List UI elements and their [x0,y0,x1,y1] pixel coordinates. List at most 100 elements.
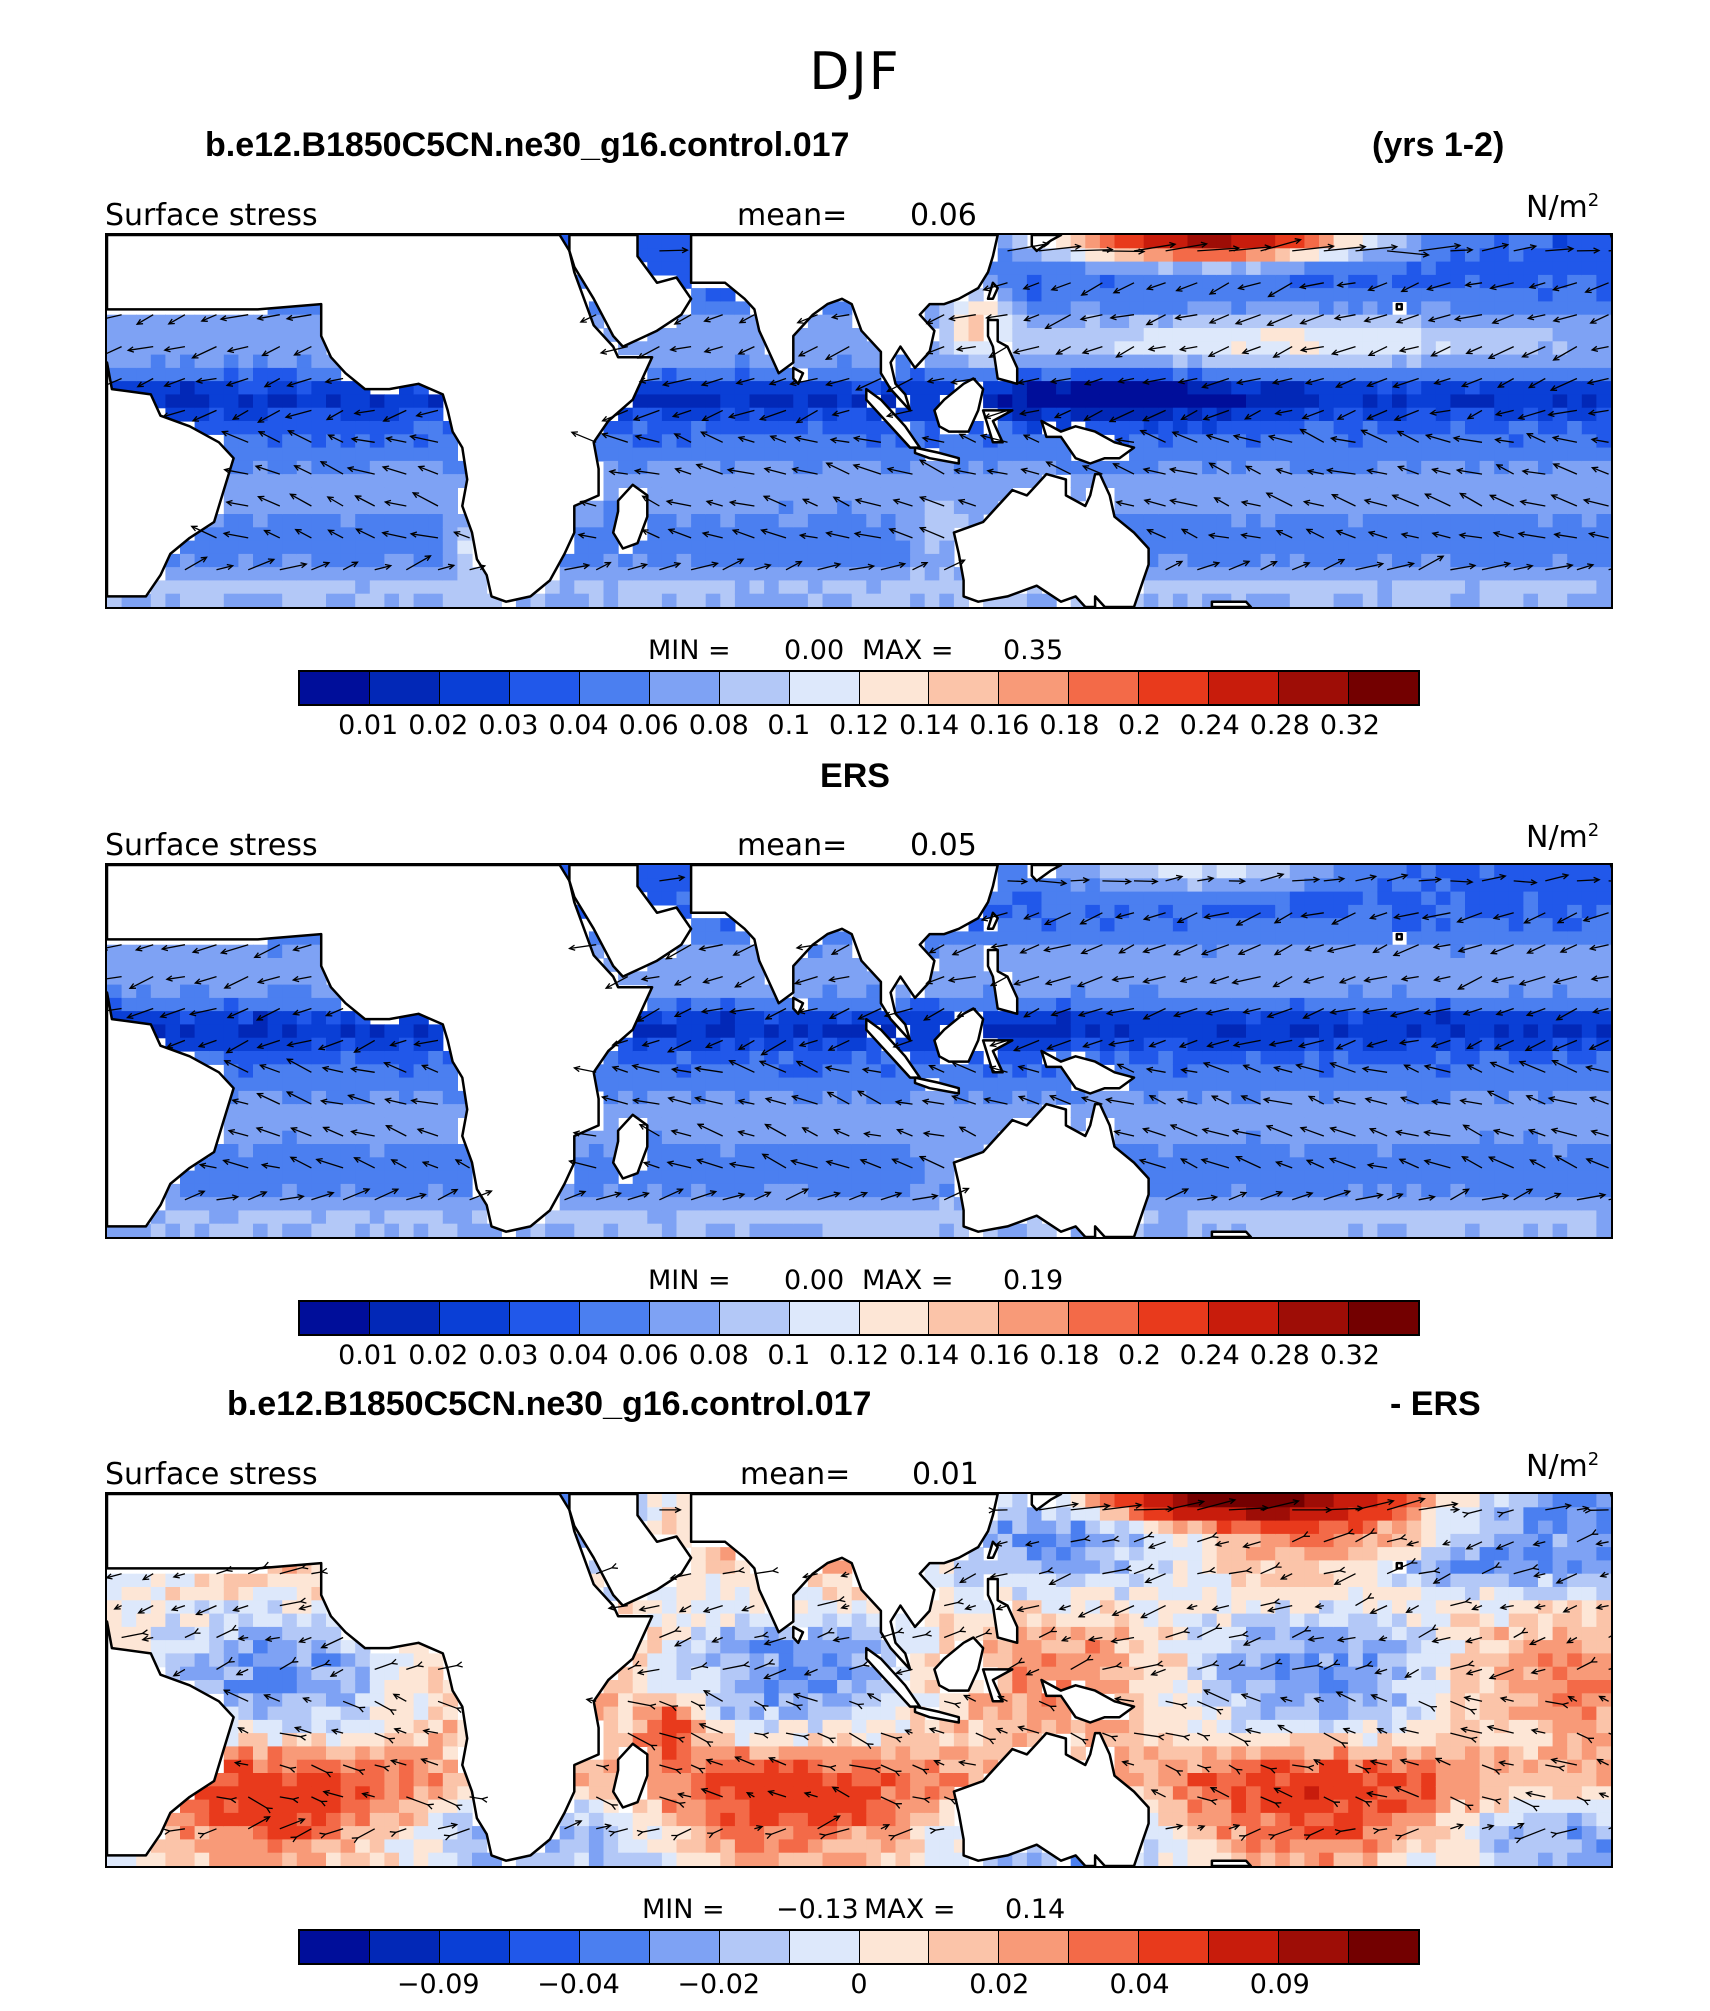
colorbar-swatch [929,1302,1000,1334]
colorbar-swatch [859,1931,930,1963]
colorbar-tick-label: 0.12 [828,710,890,741]
colorbar-tick-label: 0.01 [338,1340,399,1371]
colorbar-tick-label: 0.08 [688,710,749,741]
colorbar-swatch [719,1931,790,1963]
panel-right-title: - ERS [1390,1385,1481,1423]
colorbar-swatch [439,1931,510,1963]
coastlines [107,1494,1611,1866]
max-value: 0.14 [1005,1894,1066,1925]
units-label: N/m2 [1526,820,1600,855]
colorbar-swatch [999,1931,1070,1963]
min-value: 0.00 [784,635,845,666]
colorbar-swatch [1279,1931,1350,1963]
max-label: MAX = [862,1265,954,1296]
colorbar [298,670,1420,706]
figure-title: DJF [809,42,901,102]
colorbar-tick-label: 0.06 [618,710,679,741]
colorbar-swatch [719,1302,790,1334]
colorbar [298,1300,1420,1336]
shaded-field [107,235,1611,607]
colorbar-tick-label: 0.02 [969,1969,1030,2000]
min-value: 0.00 [784,1265,845,1296]
variable-label: Surface stress [105,1457,318,1492]
colorbar-tick-label: 0.08 [688,1340,749,1371]
max-value: 0.35 [1003,635,1064,666]
colorbar-swatch [439,1302,510,1334]
max-label: MAX = [864,1894,956,1925]
colorbar-swatch [929,1931,1000,1963]
colorbar-swatch [1139,1302,1210,1334]
colorbar-swatch [300,1931,370,1963]
colorbar-swatch [859,1302,930,1334]
colorbar-tick-label: 0.2 [1118,1340,1161,1371]
mean-value: 0.01 [912,1457,979,1492]
colorbar-swatch [1209,1931,1280,1963]
panel-case-title: b.e12.B1850C5CN.ne30_g16.control.017 [205,126,850,164]
panel-right-title: (yrs 1-2) [1372,126,1505,164]
colorbar-tick-label: 0.32 [1319,710,1380,741]
colorbar-swatch [649,672,720,704]
colorbar-tick-label: −0.09 [396,1969,480,2000]
variable-label: Surface stress [105,828,318,863]
max-value: 0.19 [1003,1265,1064,1296]
coastlines [107,235,1611,607]
colorbar-tick-label: 0.1 [767,1340,811,1371]
colorbar-swatch [1209,672,1280,704]
colorbar-tick-label: 0.28 [1249,710,1310,741]
min-label: MIN = [642,1894,725,1925]
colorbar-swatch [300,672,370,704]
colorbar-tick-label: −0.04 [537,1969,620,2000]
colorbar-swatch [999,672,1070,704]
colorbar-swatch [719,672,790,704]
colorbar [298,1929,1420,1965]
stress-vectors [107,872,1611,1201]
colorbar-swatch [1349,1302,1418,1334]
colorbar-tick-label: 0.24 [1179,710,1240,741]
colorbar-swatch [1139,672,1210,704]
map-model [105,233,1613,609]
mean-value: 0.05 [910,828,977,863]
colorbar-tick-label: 0.24 [1179,1340,1240,1371]
colorbar-tick-label: 0.14 [899,1340,960,1371]
units-label: N/m2 [1526,190,1600,225]
colorbar-swatch [369,1302,440,1334]
colorbar-tick-label: 0.04 [1109,1969,1170,2000]
colorbar-tick-label: 0.02 [408,1340,469,1371]
colorbar-tick-label: 0.2 [1118,710,1161,741]
colorbar-tick-label: 0.14 [899,710,960,741]
colorbar-swatch [789,1931,860,1963]
colorbar-swatch [789,1302,860,1334]
colorbar-swatch [1069,1931,1140,1963]
colorbar-swatch [369,672,440,704]
colorbar-swatch [1349,672,1418,704]
colorbar-swatch [579,1931,650,1963]
colorbar-swatch [369,1931,440,1963]
colorbar-swatch [1209,1302,1280,1334]
colorbar-tick-label: 0.03 [478,1340,539,1371]
mean-label: mean= [737,198,848,233]
colorbar-swatch [649,1302,720,1334]
colorbar-swatch [859,672,930,704]
colorbar-tick-label: 0.06 [618,1340,679,1371]
colorbar-swatch [509,672,580,704]
colorbar-swatch [1069,1302,1140,1334]
colorbar-swatch [789,672,860,704]
panel-case-title: b.e12.B1850C5CN.ne30_g16.control.017 [227,1385,872,1423]
colorbar-swatch [1069,672,1140,704]
colorbar-swatch [1349,1931,1418,1963]
colorbar-swatch [1279,1302,1350,1334]
colorbar-tick-label: 0.16 [969,1340,1030,1371]
colorbar-tick-label: 0.04 [548,710,609,741]
coastlines [107,865,1611,1237]
colorbar-swatch [579,672,650,704]
colorbar-swatch [300,1302,370,1334]
colorbar-swatch [649,1931,720,1963]
colorbar-swatch [1279,672,1350,704]
panel-case-title: ERS [820,757,890,795]
colorbar-swatch [439,672,510,704]
colorbar-tick-label: 0.12 [828,1340,890,1371]
colorbar-tick-label: 0.16 [969,710,1030,741]
min-label: MIN = [648,1265,731,1296]
colorbar-tick-label: 0.04 [548,1340,609,1371]
map-obs [105,863,1613,1239]
